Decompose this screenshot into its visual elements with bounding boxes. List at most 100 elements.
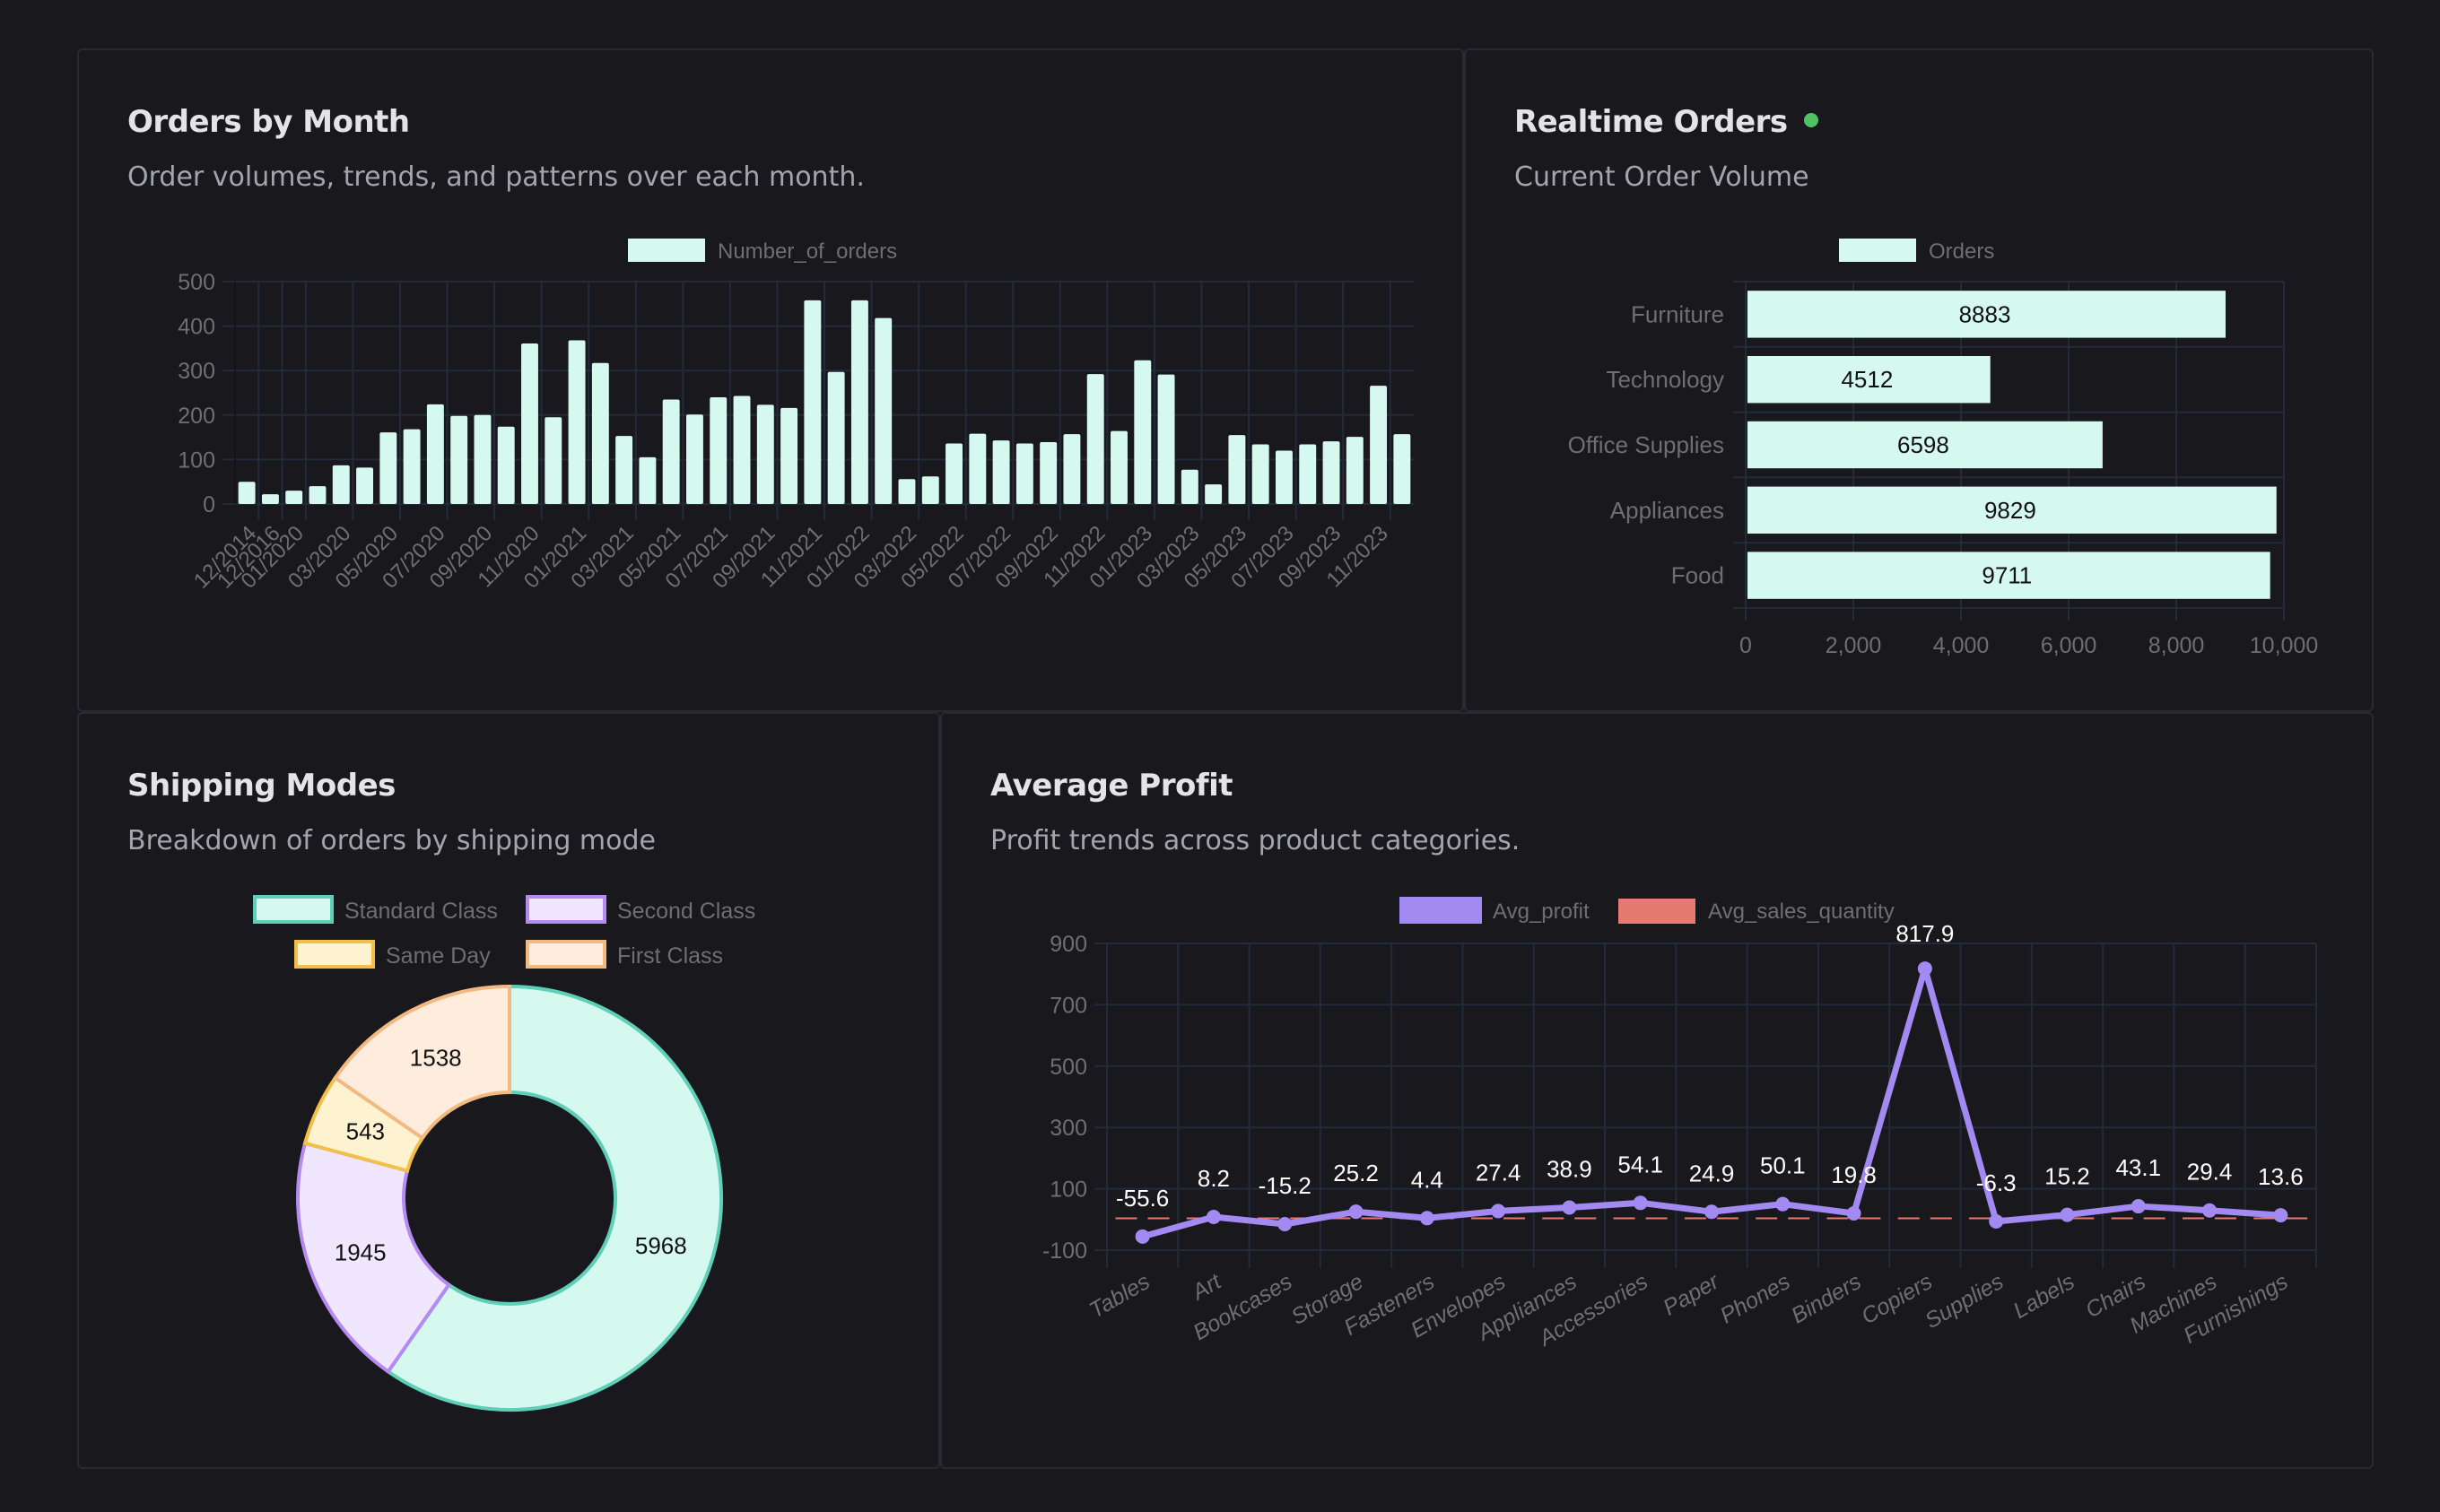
bar bbox=[1015, 443, 1033, 504]
profit-point bbox=[2060, 1207, 2075, 1222]
y-tick-label: Appliances bbox=[1610, 497, 1724, 524]
legend-label: Orders bbox=[1929, 239, 1994, 264]
profit-point bbox=[1135, 1229, 1150, 1244]
legend-label: Second Class bbox=[617, 899, 755, 924]
data-label: 43.1 bbox=[2115, 1154, 2161, 1181]
x-tick-label: Tables bbox=[1085, 1269, 1155, 1324]
card-title-text: Realtime Orders bbox=[1514, 104, 1788, 140]
legend-swatch bbox=[1399, 897, 1482, 924]
bar bbox=[545, 417, 562, 504]
bar bbox=[332, 465, 350, 504]
bar bbox=[1205, 484, 1223, 504]
bar bbox=[639, 456, 657, 504]
legend-swatch bbox=[628, 239, 705, 262]
bar bbox=[733, 395, 751, 504]
card-title: Average Profit bbox=[990, 768, 1233, 804]
card-title: Realtime Orders bbox=[1514, 104, 1818, 140]
bar bbox=[685, 414, 703, 504]
profit-point bbox=[1775, 1196, 1791, 1212]
data-label: 543 bbox=[346, 1118, 385, 1145]
y-tick-label: Food bbox=[1671, 562, 1724, 589]
bar bbox=[497, 426, 515, 504]
x-tick-label: Binders bbox=[1787, 1269, 1865, 1329]
doughnut-slice bbox=[296, 1141, 452, 1375]
bar bbox=[1086, 374, 1104, 504]
profit-point bbox=[1491, 1204, 1506, 1219]
data-label: 38.9 bbox=[1547, 1155, 1592, 1182]
profit-point bbox=[2202, 1203, 2218, 1218]
average-profit-card: Average Profit Profit trends across prod… bbox=[940, 712, 2374, 1469]
data-label: 27.4 bbox=[1476, 1159, 1521, 1186]
data-label: 19.8 bbox=[1831, 1161, 1877, 1188]
bar bbox=[591, 362, 609, 504]
legend-swatch bbox=[526, 940, 606, 969]
data-label: 9711 bbox=[1982, 562, 2032, 589]
legend-label: Avg_sales_quantity bbox=[1708, 899, 1895, 924]
profit-point bbox=[1419, 1211, 1434, 1226]
profit-point bbox=[1917, 961, 1932, 977]
bar bbox=[1228, 435, 1246, 504]
legend-label: Same Day bbox=[386, 943, 491, 969]
x-tick-label: 4,000 bbox=[1933, 633, 1990, 658]
data-label: 25.2 bbox=[1333, 1160, 1379, 1186]
legend-label: Standard Class bbox=[344, 899, 498, 924]
x-tick-label: 8,000 bbox=[2148, 633, 2205, 658]
y-tick-label: Furniture bbox=[1631, 300, 1724, 327]
bar bbox=[946, 443, 963, 504]
data-label: 1945 bbox=[335, 1239, 387, 1266]
bar bbox=[921, 476, 939, 504]
y-tick-label: 0 bbox=[203, 492, 215, 517]
card-subtitle: Breakdown of orders by shipping mode bbox=[127, 825, 656, 856]
bar bbox=[1063, 434, 1081, 504]
profit-point bbox=[1633, 1195, 1648, 1211]
legend-swatch bbox=[294, 940, 375, 969]
profit-point bbox=[1277, 1216, 1293, 1231]
bar bbox=[309, 486, 327, 504]
bar bbox=[827, 371, 845, 504]
bar bbox=[474, 414, 492, 504]
bar bbox=[850, 300, 868, 504]
bar bbox=[875, 317, 893, 504]
bar bbox=[1370, 386, 1388, 504]
y-tick-label: 200 bbox=[178, 404, 215, 429]
legend-swatch bbox=[1839, 239, 1916, 262]
data-label: 9829 bbox=[1984, 497, 2036, 524]
profit-point bbox=[1989, 1213, 2004, 1229]
bar bbox=[1111, 430, 1128, 504]
x-tick-label: Phones bbox=[1716, 1269, 1794, 1329]
bar bbox=[1747, 486, 2277, 534]
x-tick-label: 10,000 bbox=[2250, 633, 2318, 658]
bar bbox=[992, 440, 1010, 504]
bar bbox=[521, 343, 538, 504]
bar bbox=[568, 340, 586, 504]
y-tick-label: Office Supplies bbox=[1568, 431, 1724, 458]
bar bbox=[804, 300, 822, 504]
legend-label: First Class bbox=[617, 943, 723, 969]
bar bbox=[1181, 469, 1198, 504]
y-tick-label: -100 bbox=[1042, 1238, 1087, 1264]
data-label: -55.6 bbox=[1116, 1185, 1169, 1212]
data-label: 24.9 bbox=[1689, 1160, 1735, 1186]
card-subtitle: Current Order Volume bbox=[1514, 161, 1809, 193]
bar bbox=[1346, 437, 1364, 504]
bar bbox=[1747, 291, 2226, 338]
y-tick-label: 400 bbox=[178, 315, 215, 340]
x-tick-label: Labels bbox=[2009, 1269, 2079, 1324]
shipping-modes-card: Shipping Modes Breakdown of orders by sh… bbox=[77, 712, 940, 1469]
profit-line bbox=[1141, 965, 2281, 1240]
live-status-dot-icon bbox=[1803, 112, 1818, 127]
y-tick-label: 500 bbox=[1050, 1055, 1087, 1080]
doughnut-slice bbox=[332, 984, 511, 1141]
bar bbox=[261, 494, 279, 504]
bar bbox=[780, 407, 798, 504]
legend-swatch bbox=[253, 895, 334, 924]
y-tick-label: 300 bbox=[178, 359, 215, 384]
bar bbox=[898, 479, 916, 504]
bar bbox=[1747, 552, 2270, 599]
bar bbox=[356, 467, 374, 504]
data-label: 817.9 bbox=[1895, 920, 1954, 947]
data-label: 13.6 bbox=[2258, 1163, 2304, 1190]
profit-point bbox=[1348, 1204, 1364, 1220]
profit-point bbox=[1562, 1200, 1577, 1215]
card-title: Orders by Month bbox=[127, 104, 410, 140]
